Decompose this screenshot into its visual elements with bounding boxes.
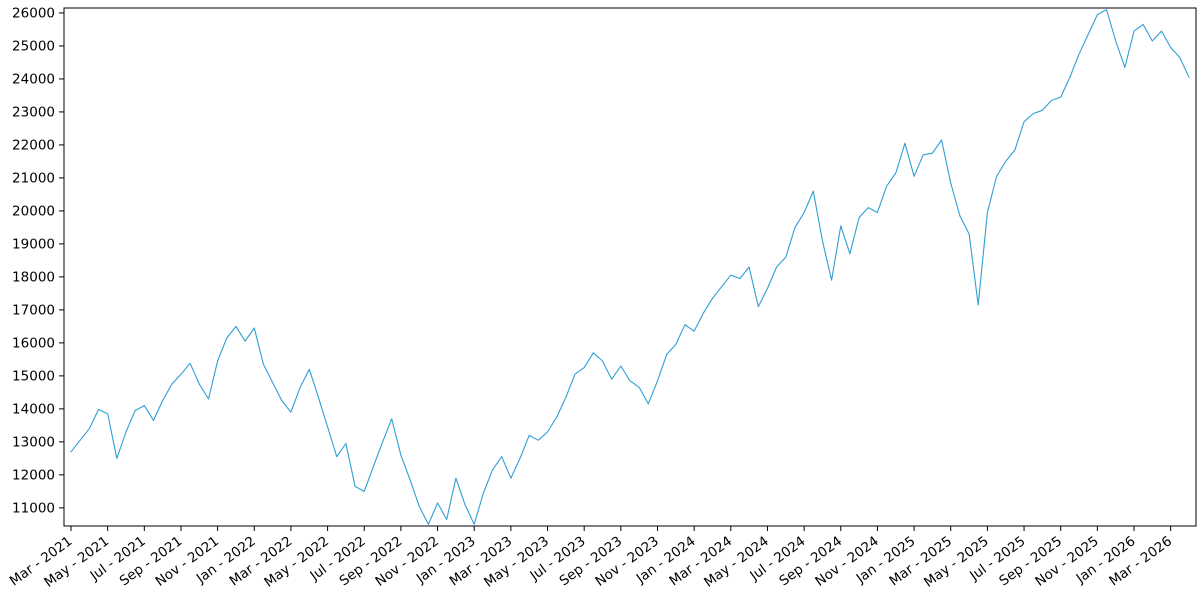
y-axis: 11000 12000 13000 14000 15000 16000 17000 18000… xyxy=(12,5,64,516)
y-tick-label: 26000 xyxy=(12,5,55,21)
y-tick-label: 20000 xyxy=(12,203,55,219)
y-tick-label: 15000 xyxy=(12,368,55,384)
y-tick-label: 22000 xyxy=(12,137,55,153)
y-tick-label: 13000 xyxy=(12,434,55,450)
y-tick-label: 12000 xyxy=(12,467,55,483)
y-tick-label: 18000 xyxy=(12,269,55,285)
y-tick-label: 11000 xyxy=(12,500,55,516)
y-tick-label: 14000 xyxy=(12,401,55,417)
y-tick-label: 16000 xyxy=(12,335,55,351)
y-tick-label: 23000 xyxy=(12,104,55,120)
price-line-series xyxy=(70,9,1190,525)
y-tick-label: 25000 xyxy=(12,38,55,54)
y-tick-label: 21000 xyxy=(12,170,55,186)
y-tick-label: 19000 xyxy=(12,236,55,252)
y-tick-label: 17000 xyxy=(12,302,55,318)
y-tick-label: 24000 xyxy=(12,71,55,87)
plot-border xyxy=(63,7,1197,527)
